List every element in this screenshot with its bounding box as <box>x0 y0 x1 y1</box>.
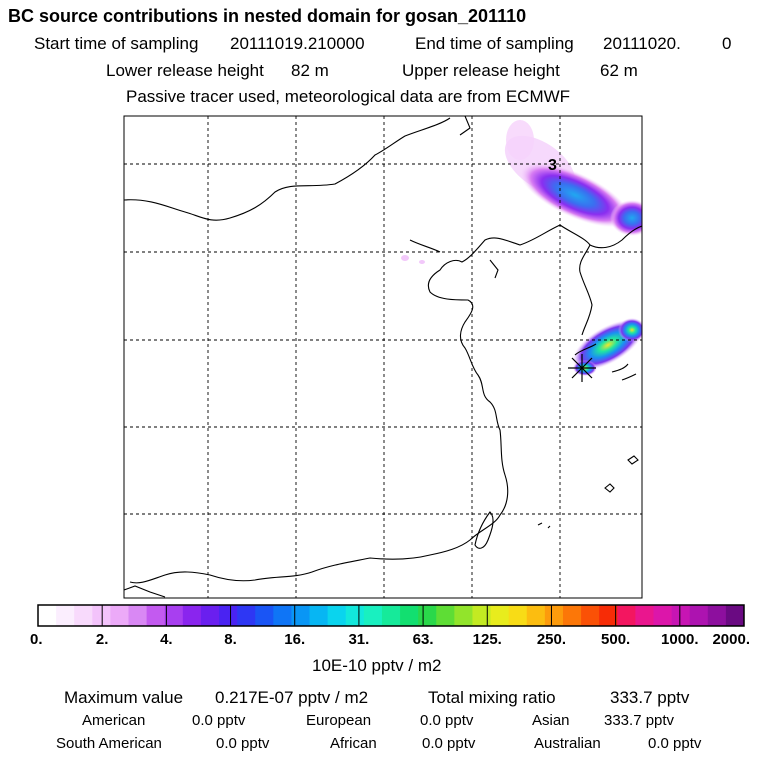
colorbar-tick-label: 16. <box>284 631 305 648</box>
colorbar-swatch <box>562 605 582 626</box>
colorbar-swatch <box>418 605 437 626</box>
colorbar-swatch <box>581 605 600 626</box>
total-mixing-value: 333.7 pptv <box>610 688 690 707</box>
region-value-australian: 0.0 pptv <box>648 735 702 752</box>
map-frame <box>123 115 643 599</box>
colorbar-swatch <box>56 605 75 626</box>
colorbar-swatch <box>508 605 528 626</box>
colorbar-swatch <box>617 605 636 626</box>
colorbar-swatch <box>490 605 510 626</box>
start-time-value: 20111019.210000 <box>230 34 365 53</box>
colorbar-swatch <box>309 605 329 626</box>
concentration-plumes <box>401 120 642 376</box>
colorbar-swatch <box>200 605 220 626</box>
colorbar-swatch <box>146 605 166 626</box>
region-name-american: American <box>82 712 146 729</box>
colorbar-swatch <box>345 605 365 626</box>
colorbar-swatch <box>219 605 238 626</box>
map-area <box>124 116 642 598</box>
region-value-asian: 333.7 pptv <box>604 712 675 729</box>
colorbar-swatch <box>164 605 184 626</box>
colorbar-swatch <box>38 605 57 626</box>
colorbar-swatch <box>381 605 401 626</box>
chart-title: BC source contributions in nested domain… <box>8 6 527 26</box>
colorbar-frame <box>37 604 745 627</box>
region-value-african: 0.0 pptv <box>422 735 476 752</box>
colorbar-tick-label: 63. <box>413 631 434 648</box>
plume-contour-label: 3 <box>548 157 557 174</box>
colorbar-swatch <box>237 605 256 626</box>
colorbar-tick-label: 1000. <box>661 631 699 648</box>
colorbar-tick-label: 2000. <box>712 631 750 648</box>
colorbar-swatch <box>526 605 546 626</box>
colorbar-tick-label: 8. <box>224 631 237 648</box>
max-value: 0.217E-07 pptv / m2 <box>215 688 369 707</box>
max-value-label: Maximum value <box>64 688 184 707</box>
colorbar-swatch <box>689 605 709 626</box>
colorbar-swatch <box>436 605 455 626</box>
end-time-value: 20111020. <box>603 34 681 53</box>
region-value-south-american: 0.0 pptv <box>216 735 270 752</box>
colorbar-swatch <box>671 605 691 626</box>
region-name-australian: Australian <box>534 735 601 752</box>
colorbar-tick-label: 2. <box>96 631 109 648</box>
colorbar-swatch <box>327 605 347 626</box>
tracer-note: Passive tracer used, meteorological data… <box>126 87 571 106</box>
region-value-american: 0.0 pptv <box>192 712 246 729</box>
colorbar-swatch <box>291 605 310 626</box>
colorbar-unit: 10E-10 pptv / m2 <box>312 656 442 675</box>
colorbar-tick-label: 4. <box>160 631 173 648</box>
colorbar-swatch <box>599 605 618 626</box>
region-name-south-american: South American <box>56 735 162 752</box>
end-time-label: End time of sampling <box>415 34 574 53</box>
colorbar <box>37 604 745 627</box>
colorbar-swatch <box>273 605 292 626</box>
colorbar-swatch <box>472 605 491 626</box>
colorbar-swatch <box>707 605 727 626</box>
region-name-african: African <box>330 735 377 752</box>
region-value-european: 0.0 pptv <box>420 712 474 729</box>
colorbar-tick-label: 0. <box>30 631 43 648</box>
lower-height-label: Lower release height <box>106 61 264 80</box>
lower-height-value: 82 m <box>291 61 329 80</box>
receptor-star-icon <box>568 354 596 382</box>
colorbar-swatch <box>544 605 564 626</box>
upper-height-value: 62 m <box>600 61 638 80</box>
colorbar-swatch <box>363 605 383 626</box>
region-name-european: European <box>306 712 372 729</box>
map-gridlines <box>124 116 642 598</box>
colorbar-tick-label: 31. <box>348 631 369 648</box>
start-time-label: Start time of sampling <box>34 34 199 53</box>
total-mixing-label: Total mixing ratio <box>428 688 556 707</box>
colorbar-tick-labels: 0. 2. 4. 8. 16. 31. 63. 125. 250. 500. 1000. 2000. <box>30 631 750 648</box>
colorbar-swatch <box>182 605 202 626</box>
colorbar-tick-label: 500. <box>601 631 630 648</box>
colorbar-swatch <box>92 605 111 626</box>
colorbar-swatch <box>454 605 473 626</box>
end-time-extra: 0 <box>722 34 732 53</box>
colorbar-swatch <box>74 605 93 626</box>
colorbar-swatch <box>255 605 274 626</box>
colorbar-swatch <box>400 605 419 626</box>
colorbar-swatch <box>725 605 745 626</box>
colorbar-tick-label: 250. <box>537 631 566 648</box>
colorbar-swatch <box>110 605 129 626</box>
colorbar-swatch <box>653 605 672 626</box>
colorbar-swatch <box>128 605 148 626</box>
colorbar-swatch <box>635 605 654 626</box>
colorbar-tick-label: 125. <box>473 631 502 648</box>
upper-height-label: Upper release height <box>402 61 560 80</box>
coastlines <box>124 116 642 598</box>
region-name-asian: Asian <box>532 712 570 729</box>
